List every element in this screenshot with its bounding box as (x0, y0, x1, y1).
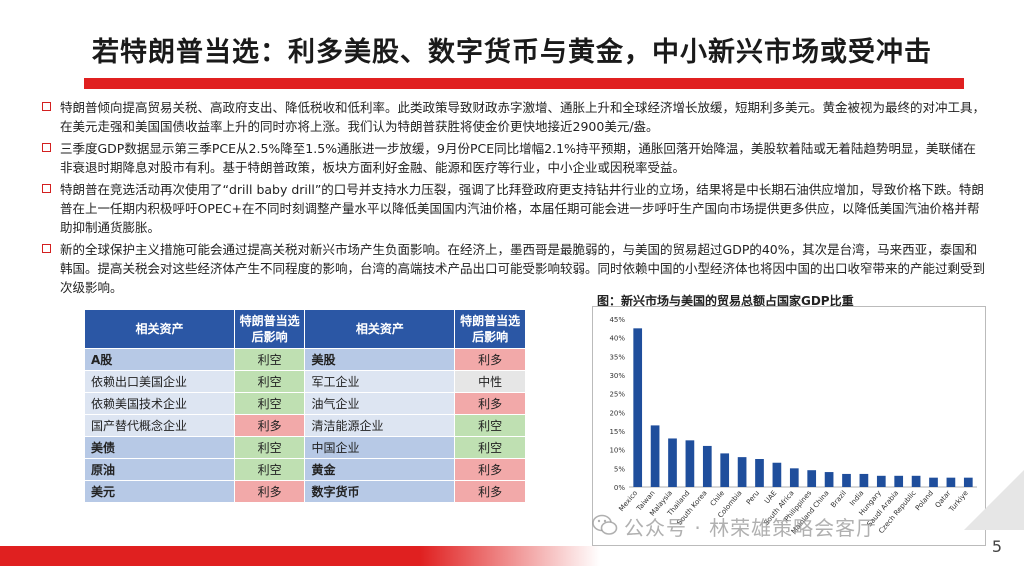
y-tick-label: 45% (609, 316, 625, 324)
impact-cell: 利空 (455, 437, 525, 458)
impact-cell: 利多 (234, 481, 305, 502)
asset-cell: 中国企业 (305, 437, 455, 458)
header-impact: 特朗普当选后影响 (455, 310, 525, 348)
bullet-item: 特朗普在竞选活动再次使用了“drill baby drill”的口号并支持水力压… (42, 180, 987, 237)
x-tick-label: Poland (914, 489, 935, 512)
asset-impact-table: 相关资产 特朗普当选后影响 相关资产 特朗普当选后影响 A股 利空 美股 利多 … (84, 309, 526, 503)
chart-bar (720, 453, 730, 487)
chart-bar (946, 477, 956, 487)
chart-bar (755, 459, 764, 487)
chart-bar (963, 477, 973, 487)
watermark-text: 公众号 · 林荣雄策略会客厅 (624, 516, 878, 540)
chart-bar (842, 473, 851, 487)
checkbox-bullet-icon (42, 143, 51, 152)
impact-cell: 利空 (455, 415, 525, 436)
chart-bar (737, 457, 747, 487)
impact-cell: 利多 (455, 349, 525, 370)
chart-bar (929, 477, 938, 487)
asset-cell: 美债 (85, 437, 234, 458)
table-row: 美债 利空 中国企业 利空 (85, 437, 525, 458)
bullet-text: 特朗普倾向提高贸易关税、高政府支出、降低税收和低利率。此类政策导致财政赤字激增、… (60, 100, 986, 134)
impact-cell: 利多 (455, 459, 525, 480)
table-row: 美元 利多 数字货币 利多 (85, 481, 525, 502)
asset-cell: 国产替代概念企业 (85, 415, 234, 436)
table-row: 国产替代概念企业 利多 清洁能源企业 利空 (85, 415, 525, 436)
impact-cell: 利空 (234, 393, 305, 414)
impact-cell: 利空 (234, 349, 305, 370)
y-tick-label: 10% (609, 447, 625, 455)
wechat-icon (592, 514, 618, 535)
impact-cell: 利空 (234, 371, 305, 392)
x-tick-label: Peru (745, 489, 761, 506)
table-row: 依赖美国技术企业 利空 油气企业 利多 (85, 393, 525, 414)
header-asset: 相关资产 (305, 310, 455, 348)
chart-bar (859, 473, 869, 487)
page-number: 5 (991, 537, 1002, 556)
chart-bar (807, 470, 817, 487)
y-tick-label: 0% (614, 484, 625, 492)
y-tick-label: 35% (609, 353, 625, 361)
asset-cell: 黄金 (305, 459, 455, 480)
y-tick-label: 25% (609, 391, 625, 399)
chart-bar (650, 425, 660, 487)
bar-chart: 0%5%10%15%20%25%30%35%40%45%MexicoTaiwan… (609, 316, 977, 536)
chart-bar (824, 472, 834, 487)
chart-bar (772, 462, 782, 487)
header-impact: 特朗普当选后影响 (234, 310, 305, 348)
chart-bar (702, 445, 712, 487)
bullet-item: 三季度GDP数据显示第三季PCE从2.5%降至1.5%通胀进一步放缓，9月份PC… (42, 139, 987, 177)
impact-cell: 中性 (455, 371, 525, 392)
chart-container: 0% 5% 10% 15% 20% 25% 30% 35% 40% 45% Mexico Taiwan… (592, 306, 986, 546)
asset-cell: 美元 (85, 481, 234, 502)
asset-cell: 原油 (85, 459, 234, 480)
bullet-item: 特朗普倾向提高贸易关税、高政府支出、降低税收和低利率。此类政策导致财政赤字激增、… (42, 98, 987, 136)
title-underline (84, 78, 964, 89)
asset-cell: A股 (85, 349, 234, 370)
bullet-list: 特朗普倾向提高贸易关税、高政府支出、降低税收和低利率。此类政策导致财政赤字激增、… (42, 98, 987, 300)
asset-cell: 油气企业 (305, 393, 455, 414)
impact-cell: 利空 (234, 459, 305, 480)
chart-bar (894, 475, 904, 487)
checkbox-bullet-icon (42, 244, 51, 253)
table-row: 依赖出口美国企业 利空 军工企业 中性 (85, 371, 525, 392)
chart-bar (633, 328, 643, 487)
header-asset: 相关资产 (85, 310, 234, 348)
chart-title: 图：新兴市场与美国的贸易总额占国家GDP比重 (597, 294, 854, 308)
x-tick-label: UAE (763, 489, 778, 505)
footer-red-bar (0, 546, 600, 566)
asset-cell: 美股 (305, 349, 455, 370)
impact-cell: 利空 (234, 437, 305, 458)
table-row: A股 利空 美股 利多 (85, 349, 525, 370)
impact-cell: 利多 (455, 481, 525, 502)
impact-cell: 利多 (234, 415, 305, 436)
y-tick-label: 5% (614, 465, 625, 473)
chart-bar (876, 475, 886, 487)
y-tick-label: 40% (609, 335, 625, 343)
page-title: 若特朗普当选：利多美股、数字货币与黄金，中小新兴市场或受冲击 (92, 37, 932, 68)
chart-bar (685, 440, 695, 487)
bullet-text: 新的全球保护主义措施可能会通过提高关税对新兴市场产生负面影响。在经济上，墨西哥是… (60, 242, 986, 295)
table-header-row: 相关资产 特朗普当选后影响 相关资产 特朗普当选后影响 (85, 310, 525, 348)
asset-cell: 依赖美国技术企业 (85, 393, 234, 414)
asset-cell: 军工企业 (305, 371, 455, 392)
x-tick-label: Mexico (617, 489, 639, 513)
asset-cell: 清洁能源企业 (305, 415, 455, 436)
asset-cell: 依赖出口美国企业 (85, 371, 234, 392)
corner-decoration (964, 470, 1024, 530)
y-tick-label: 20% (609, 409, 625, 417)
asset-cell: 数字货币 (305, 481, 455, 502)
bullet-text: 特朗普在竞选活动再次使用了“drill baby drill”的口号并支持水力压… (60, 182, 984, 235)
x-tick-label: Brazil (829, 489, 848, 509)
impact-cell: 利多 (455, 393, 525, 414)
table-row: 原油 利空 黄金 利多 (85, 459, 525, 480)
checkbox-bullet-icon (42, 184, 51, 193)
y-tick-label: 15% (609, 428, 625, 436)
y-tick-label: 30% (609, 372, 625, 380)
bullet-text: 三季度GDP数据显示第三季PCE从2.5%降至1.5%通胀进一步放缓，9月份PC… (60, 141, 976, 175)
chart-bar (668, 438, 677, 487)
chart-bar (911, 475, 921, 487)
chart-bar (789, 468, 799, 487)
bullet-item: 新的全球保护主义措施可能会通过提高关税对新兴市场产生负面影响。在经济上，墨西哥是… (42, 240, 987, 297)
checkbox-bullet-icon (42, 102, 51, 111)
